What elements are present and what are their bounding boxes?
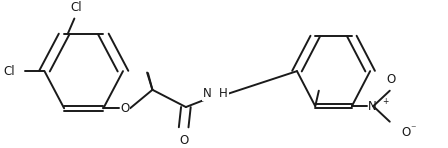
Text: H: H bbox=[220, 87, 228, 100]
Text: N: N bbox=[367, 100, 376, 113]
Text: Cl: Cl bbox=[71, 1, 82, 14]
Text: O: O bbox=[179, 134, 188, 147]
Text: O: O bbox=[120, 102, 129, 115]
Text: Cl: Cl bbox=[4, 65, 16, 78]
Text: +: + bbox=[382, 97, 388, 106]
Text: ⁻: ⁻ bbox=[411, 124, 416, 134]
Text: O: O bbox=[387, 73, 396, 86]
Text: O: O bbox=[401, 126, 410, 139]
Text: N: N bbox=[202, 87, 211, 100]
